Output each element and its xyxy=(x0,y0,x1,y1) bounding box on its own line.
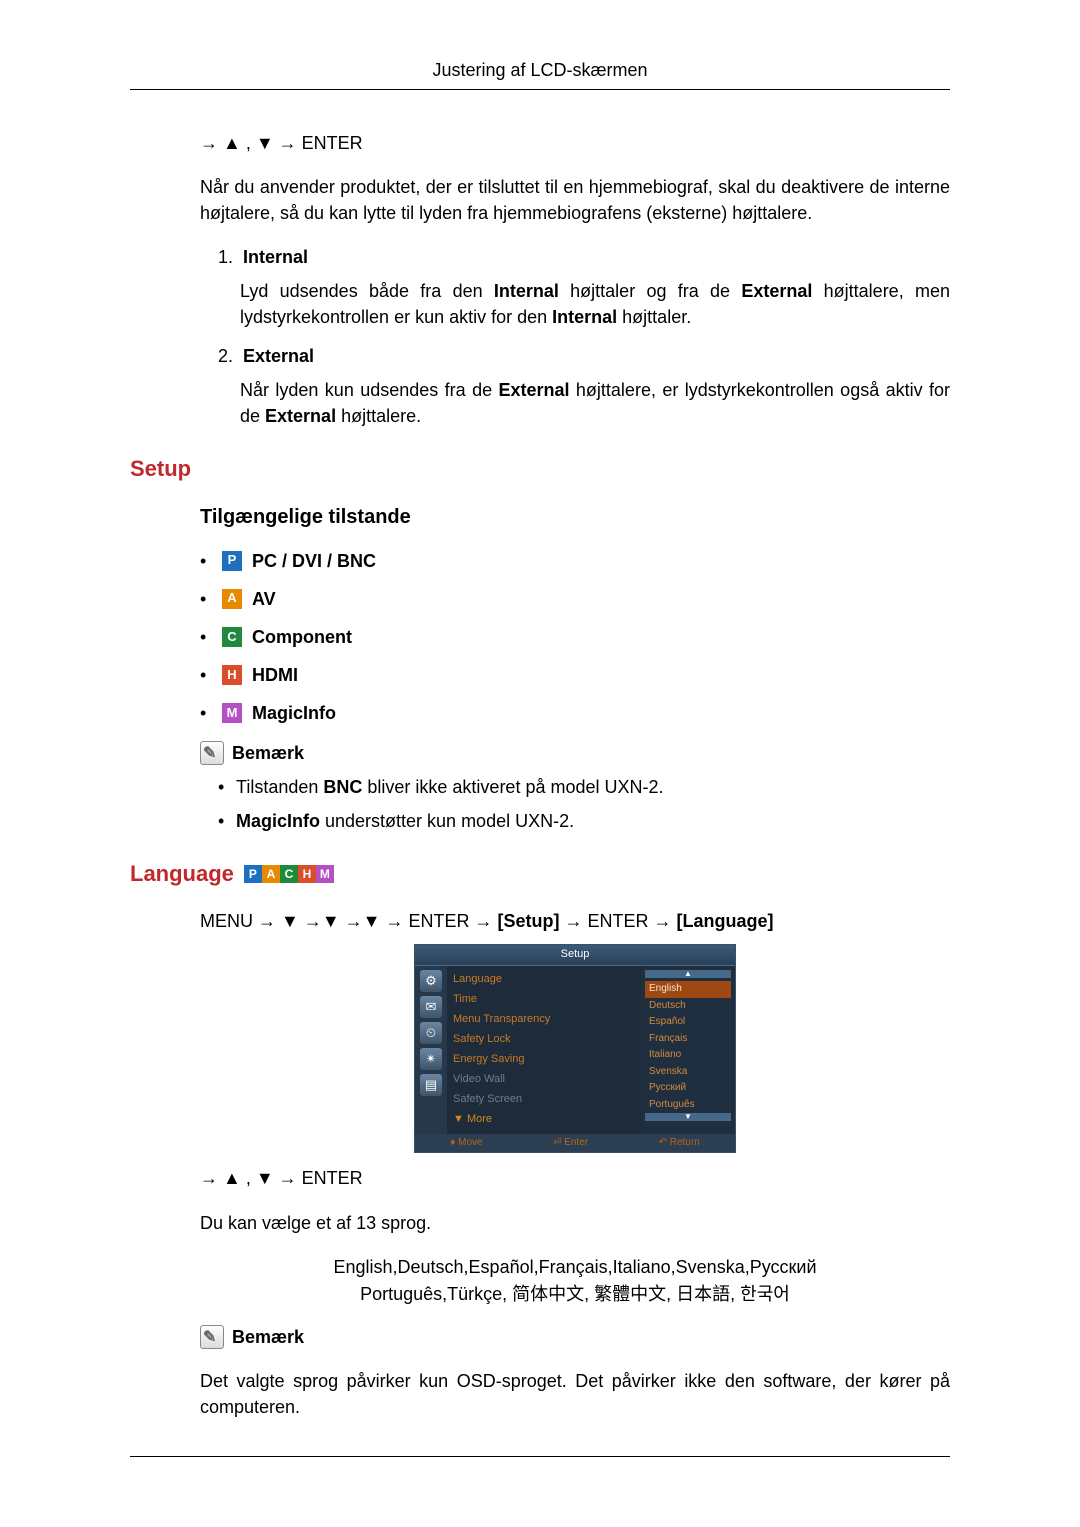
nav-sequence-top: → ▲ , ▼ → ENTER xyxy=(200,130,950,156)
osd-down-arrow-icon: ▼ xyxy=(645,1113,731,1121)
badge-icon: H xyxy=(298,865,316,883)
note-heading-1: Bemærk xyxy=(200,740,950,766)
osd-more: ▼ More xyxy=(453,1110,635,1130)
mode-badge-icon: A xyxy=(222,589,242,609)
osd-menu-item: Language xyxy=(453,970,635,990)
osd-language-option: Deutsch xyxy=(645,998,731,1015)
osd-menu-item: Video Wall xyxy=(453,1070,635,1090)
mode-item: C Component xyxy=(200,624,950,650)
osd-language-option: English xyxy=(645,981,731,998)
osd-side-icon: ▤ xyxy=(420,1074,442,1096)
osd-language-option: Русский xyxy=(645,1080,731,1097)
osd-side-icon: ⚙ xyxy=(420,970,442,992)
osd-up-arrow-icon: ▲ xyxy=(645,970,731,978)
mode-badge-icon: M xyxy=(222,703,242,723)
mode-badge-icon: C xyxy=(222,627,242,647)
osd-footer-hint: ⏎ Enter xyxy=(553,1136,588,1151)
mode-item: M MagicInfo xyxy=(200,700,950,726)
mode-item: H HDMI xyxy=(200,662,950,688)
language-desc: Du kan vælge et af 13 sprog. xyxy=(200,1210,950,1236)
page: Justering af LCD-skærmen → ▲ , ▼ → ENTER… xyxy=(0,0,1080,1527)
badge-icon: P xyxy=(244,865,262,883)
list-item-desc: Når lyden kun udsendes fra de External h… xyxy=(240,377,950,429)
osd-language-option: Italiano xyxy=(645,1047,731,1064)
osd-menu-item: Energy Saving xyxy=(453,1050,635,1070)
list-item-desc: Lyd udsendes både fra den Internal højtt… xyxy=(240,278,950,330)
osd-menu-item: Time xyxy=(453,990,635,1010)
badge-icon: C xyxy=(280,865,298,883)
osd-title: Setup xyxy=(415,945,735,966)
mode-label: PC / DVI / BNC xyxy=(252,548,376,574)
osd-footer-hint: ↶ Return xyxy=(659,1136,700,1151)
osd-language-option: Svenska xyxy=(645,1064,731,1081)
note-bullet: MagicInfo understøtter kun model UXN-2. xyxy=(218,808,950,834)
nav-sequence-lang: → ▲ , ▼ → ENTER xyxy=(200,1165,950,1191)
language-names: English,Deutsch,Español,Français,Italian… xyxy=(200,1254,950,1308)
osd-side-icon: ⏲ xyxy=(420,1022,442,1044)
note-heading-2: Bemærk xyxy=(200,1324,950,1350)
language-heading: Language PACHM xyxy=(130,858,950,890)
note-bullet: Tilstanden BNC bliver ikke aktiveret på … xyxy=(218,774,950,800)
osd-body: ⚙✉⏲✴▤ LanguageTimeMenu TransparencySafet… xyxy=(415,966,735,1134)
badge-strip: PACHM xyxy=(244,865,334,883)
menu-path: MENU → ▼ →▼ →▼ → ENTER → [Setup] → ENTER… xyxy=(200,908,950,934)
mode-label: HDMI xyxy=(252,662,298,688)
mode-item: A AV xyxy=(200,586,950,612)
language-line: Português,Türkçe, 简体中文, 繁體中文, 日本語, 한국어 xyxy=(200,1281,950,1308)
content: → ▲ , ▼ → ENTER Når du anvender produkte… xyxy=(200,130,950,1420)
osd-menu-item: Safety Lock xyxy=(453,1030,635,1050)
language-line: English,Deutsch,Español,Français,Italian… xyxy=(200,1254,950,1281)
list-item-heading: 1. Internal xyxy=(218,244,950,270)
setup-heading: Setup xyxy=(130,453,950,485)
osd-language-option: Français xyxy=(645,1031,731,1048)
mode-label: AV xyxy=(252,586,276,612)
note-bullets: Tilstanden BNC bliver ikke aktiveret på … xyxy=(218,774,950,834)
osd-language-option: Português xyxy=(645,1097,731,1114)
osd-footer-hint: ♦ Move xyxy=(450,1136,482,1151)
mode-item: P PC / DVI / BNC xyxy=(200,548,950,574)
mode-badge-icon: P xyxy=(222,551,242,571)
badge-icon: M xyxy=(316,865,334,883)
osd-side-icon: ✴ xyxy=(420,1048,442,1070)
language-heading-text: Language xyxy=(130,858,234,890)
osd-language-option: Español xyxy=(645,1014,731,1031)
mode-badge-icon: H xyxy=(222,665,242,685)
intro-paragraph: Når du anvender produktet, der er tilslu… xyxy=(200,174,950,226)
page-header: Justering af LCD-skærmen xyxy=(130,60,950,90)
osd-screenshot: Setup ⚙ ✉ ⏲ ✴ ▤ LanguageTimeMenu Transparenc… xyxy=(414,944,736,1153)
language-note-body: Det valgte sprog påvirker kun OSD-sproge… xyxy=(200,1368,950,1420)
footer-rule xyxy=(130,1456,950,1457)
osd-menu: LanguageTimeMenu TransparencySafety Lock… xyxy=(447,966,641,1134)
note-label: Bemærk xyxy=(232,740,304,766)
modes-heading: Tilgængelige tilstande xyxy=(200,503,950,532)
note-label: Bemærk xyxy=(232,1324,304,1350)
osd-side-icon: ✉ xyxy=(420,996,442,1018)
list-item-heading: 2. External xyxy=(218,343,950,369)
note-icon xyxy=(200,741,224,765)
badge-icon: A xyxy=(262,865,280,883)
mode-list: P PC / DVI / BNC A AV C Component H HDMI M MagicI… xyxy=(200,548,950,726)
osd-sidebar: ⚙ ✉ ⏲ ✴ ▤ xyxy=(415,966,447,1134)
osd-footer: ♦ Move ⏎ Enter ↶ Return xyxy=(415,1134,735,1153)
osd-language-list: ▲ EnglishDeutschEspañolFrançaisItalianoSv… xyxy=(641,966,735,1134)
mode-label: MagicInfo xyxy=(252,700,336,726)
note-icon xyxy=(200,1325,224,1349)
list-item: 2. External Når lyden kun udsendes fra de… xyxy=(218,343,950,429)
list-item: 1. Internal Lyd udsendes både fra den Int… xyxy=(218,244,950,330)
speaker-options-list: 1. Internal Lyd udsendes både fra den Int… xyxy=(218,244,950,429)
mode-label: Component xyxy=(252,624,352,650)
osd-menu-item: Safety Screen xyxy=(453,1090,635,1110)
osd-menu-item: Menu Transparency xyxy=(453,1010,635,1030)
